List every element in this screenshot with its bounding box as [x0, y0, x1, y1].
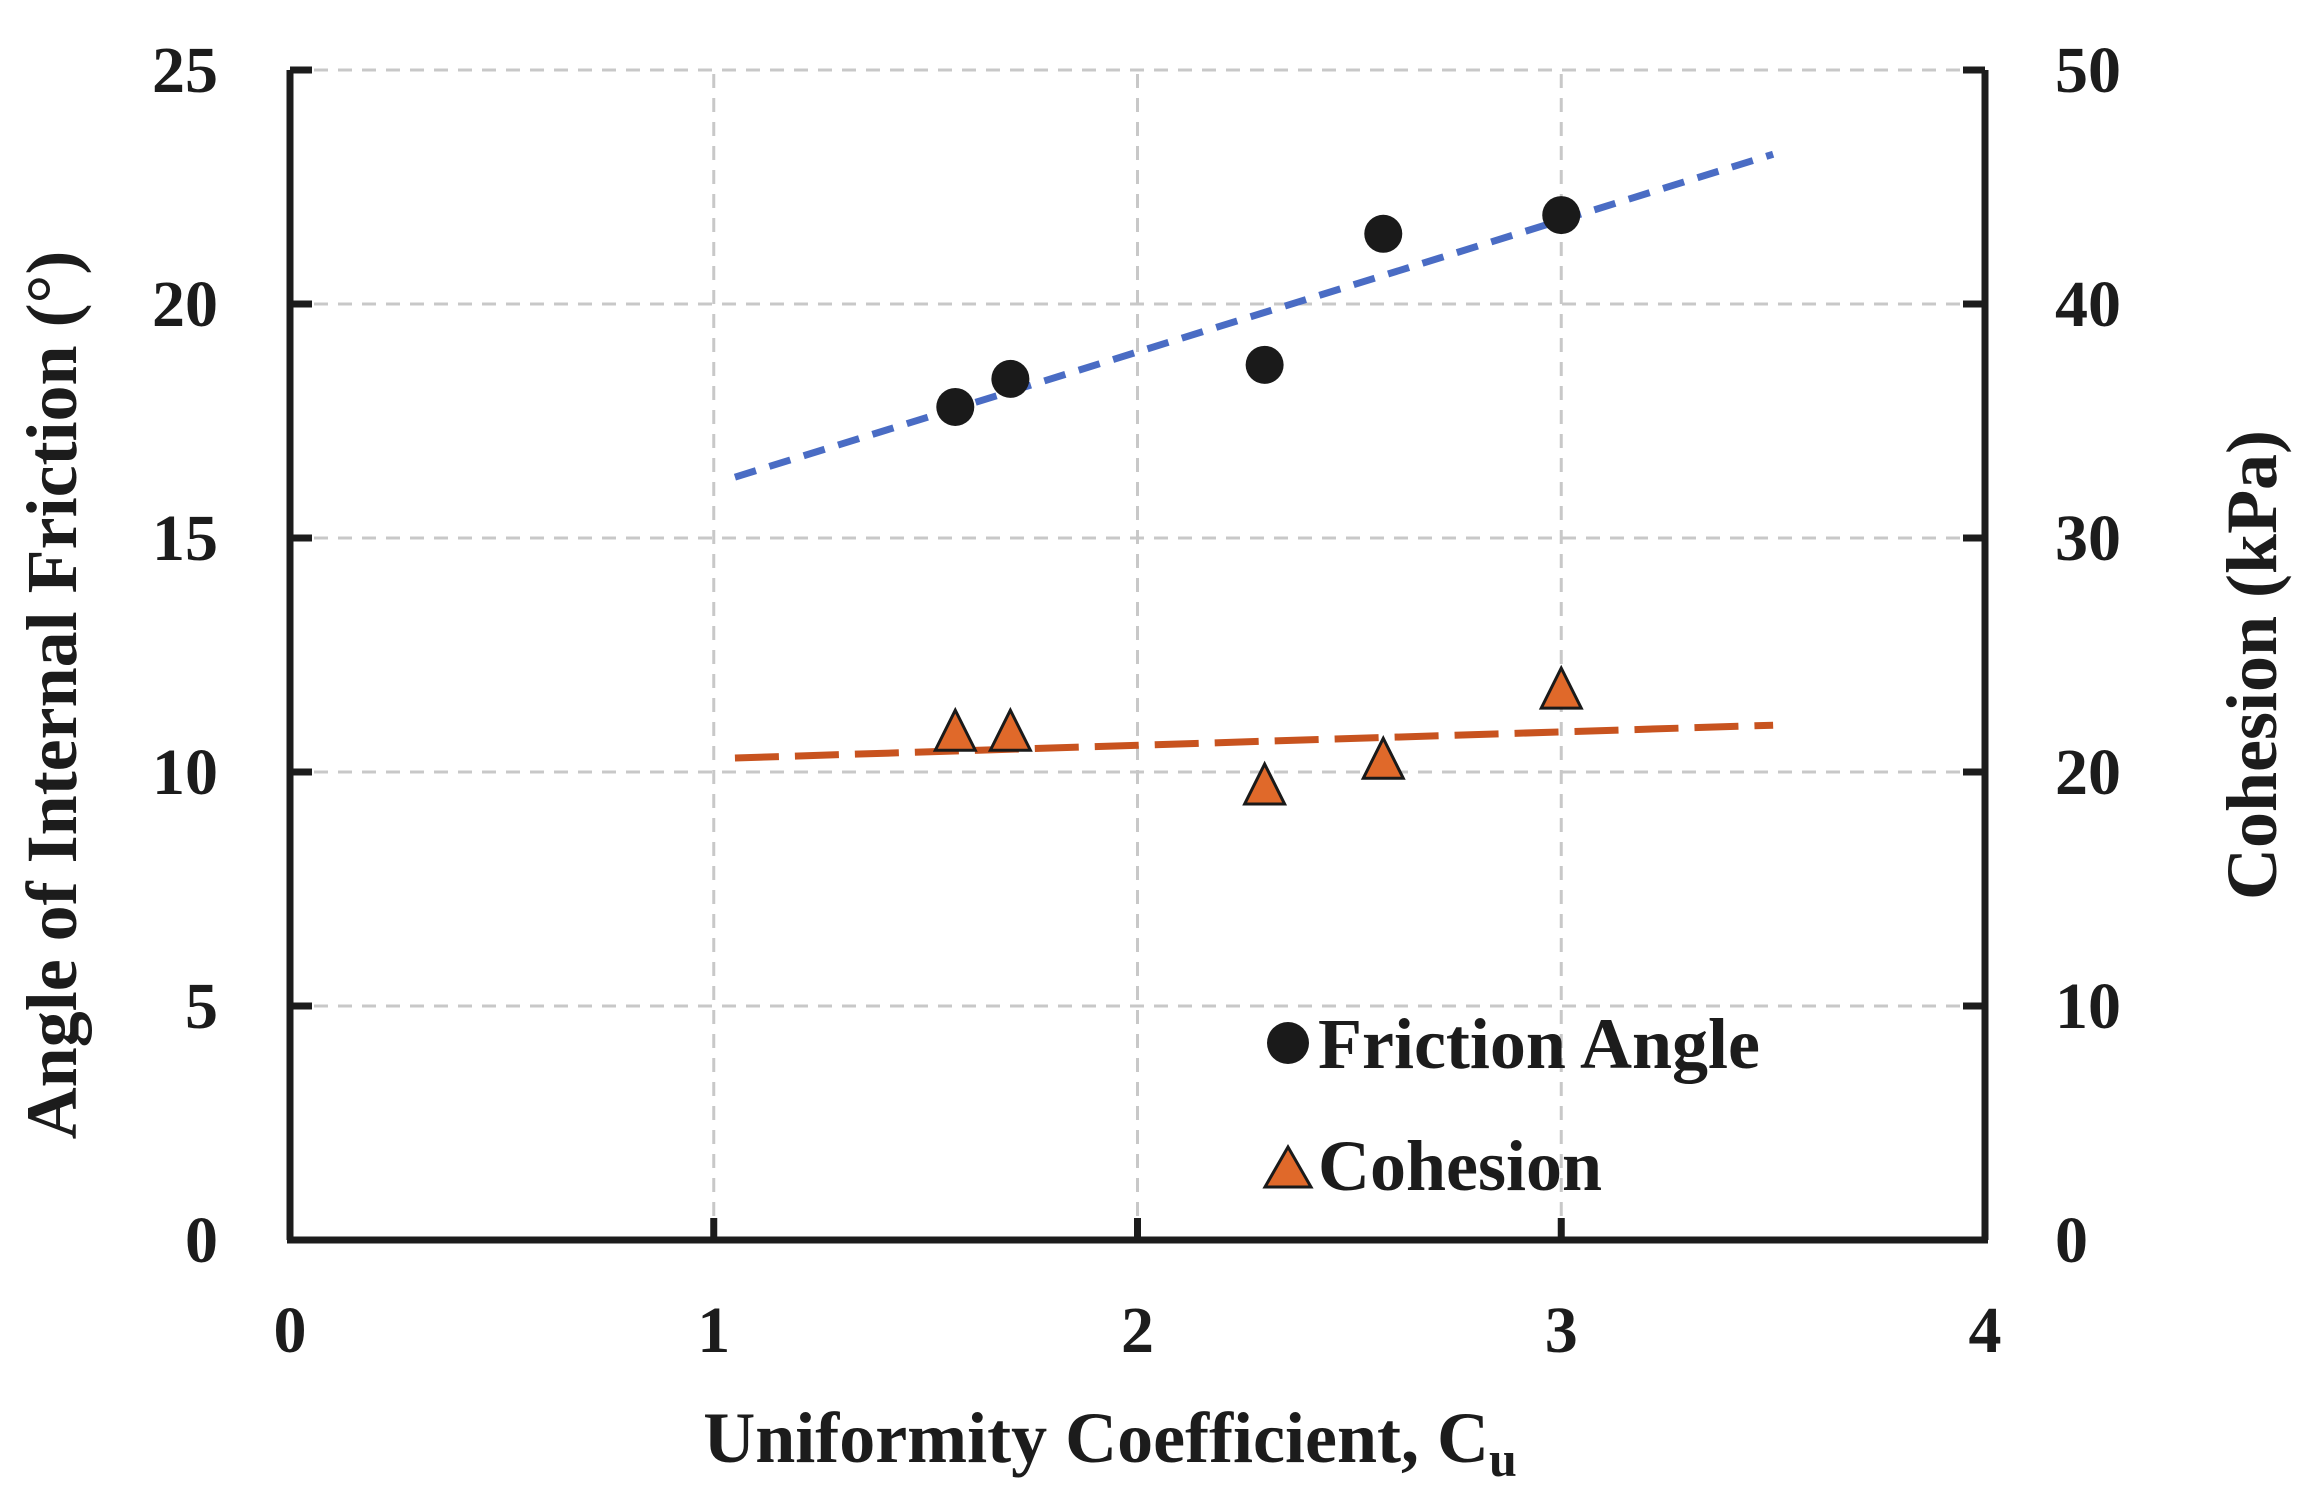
y-right-tick-label: 40 — [2055, 268, 2121, 341]
friction-angle-point — [1542, 196, 1581, 235]
y-left-tick-label: 5 — [185, 970, 218, 1043]
y-left-tick-label: 20 — [152, 268, 218, 341]
legend-triangle-marker — [1262, 1143, 1314, 1189]
trendlines — [733, 150, 1775, 762]
cohesion-point — [932, 706, 978, 752]
y-right-tick-label: 20 — [2055, 736, 2121, 809]
trendline-friction-angle — [733, 150, 1775, 481]
cohesion-point — [1538, 664, 1584, 710]
y-right-axis-title: Cohesion (kPa) — [2212, 430, 2292, 900]
x-tick-label: 2 — [1121, 1294, 1154, 1367]
data-points — [932, 196, 1584, 806]
x-tick-label: 4 — [1969, 1294, 2002, 1367]
axes — [286, 66, 1989, 1244]
y-left-tick-label: 25 — [152, 34, 218, 107]
y-left-axis-title: Angle of Internal Friction (°) — [12, 251, 92, 1140]
cohesion-point — [1360, 734, 1406, 780]
legend-label-cohesion: Cohesion — [1318, 1126, 1602, 1206]
trendline-cohesion — [734, 721, 1774, 762]
x-tick-label: 1 — [697, 1294, 730, 1367]
friction-angle-point — [1245, 345, 1284, 384]
legend-label-friction-angle: Friction Angle — [1318, 1004, 1760, 1084]
y-right-tick-label: 0 — [2055, 1204, 2088, 1277]
cohesion-point — [1242, 760, 1288, 806]
legend-item-cohesion: Cohesion — [1262, 1126, 1602, 1206]
x-tick-label: 3 — [1545, 1294, 1578, 1367]
friction-angle-point — [991, 359, 1030, 398]
cohesion-point — [987, 706, 1033, 752]
legend-circle-marker — [1267, 1022, 1309, 1064]
y-right-tick-label: 30 — [2055, 502, 2121, 575]
x-axis-title-main: Uniformity Coefficient, C — [703, 1398, 1489, 1478]
friction-angle-point — [936, 387, 975, 426]
grid-lines — [290, 68, 1985, 1240]
x-axis-title: Uniformity Coefficient, Cu — [703, 1398, 1517, 1487]
x-axis-title-subscript: u — [1489, 1431, 1517, 1487]
x-tick-label: 0 — [274, 1294, 307, 1367]
y-right-tick-label: 50 — [2055, 34, 2121, 107]
y-left-tick-label: 0 — [185, 1204, 218, 1277]
friction-angle-point — [1364, 214, 1403, 253]
y-right-tick-label: 10 — [2055, 970, 2121, 1043]
legend-item-friction-angle: Friction Angle — [1267, 1004, 1760, 1084]
legend: Friction Angle Cohesion — [1262, 1004, 1760, 1206]
y-left-tick-label: 10 — [152, 736, 218, 809]
y-left-tick-label: 15 — [152, 502, 218, 575]
